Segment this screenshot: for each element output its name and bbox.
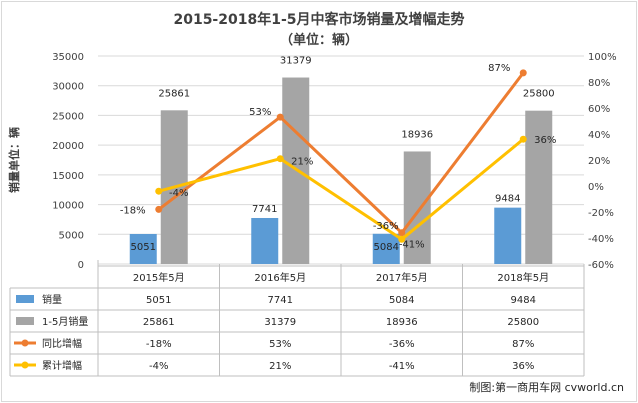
legend-marker [21,361,29,369]
legend-label: 累计增幅 [42,359,82,372]
line-point [519,69,527,77]
legend-label: 1-5月销量 [42,315,88,328]
bar-data-label: 9484 [495,194,520,205]
line-data-label: 36% [534,135,556,146]
bar [372,233,400,264]
table-cell: -36% [389,339,415,350]
y-tick-label: 30000 [52,82,84,93]
bar-data-label: 7741 [252,204,277,215]
bar-data-label: 25800 [523,89,555,100]
chart-title: 2015-2018年1-5月中客市场销量及增幅走势 [173,11,464,28]
table-cell: 18936 [386,317,418,328]
line-point [155,187,163,195]
table-cell: 5051 [146,295,171,306]
table-cell: 25800 [507,317,539,328]
line-data-label: 53% [249,107,271,118]
line-point [276,155,284,163]
legend-swatch [16,295,34,303]
bar-data-label: 18936 [401,129,433,140]
credit-text: 制图:第一商用车网 cvworld.cn [469,380,624,394]
chart-subtitle: （单位：辆） [280,32,358,48]
y2-tick-label: 100% [588,52,617,63]
line-data-label: 21% [291,157,313,168]
y2-tick-label: 80% [588,78,610,89]
legend-label: 同比增幅 [42,337,82,350]
y2-tick-label: 20% [588,156,610,167]
bar [525,110,553,264]
line-point [398,235,406,243]
series-line [158,138,525,241]
y2-tick-label: 60% [588,104,610,115]
series-line [157,71,525,235]
legend-swatch [16,317,34,325]
y-axis-ticks: 0 5000 10000 15000 20000 25000 30000 35000 [52,52,84,271]
lines [155,69,527,243]
line-data-label: -36% [373,221,399,232]
y2-tick-label: -20% [588,208,614,219]
line-data-label: -4% [169,188,188,199]
y-axis-label: 销量单位：辆 [7,127,21,193]
line-data-label: -18% [120,205,146,216]
table-cell: 25861 [143,317,175,328]
y2-tick-label: -60% [588,260,614,271]
line-data-label: 87% [488,63,510,74]
category-label: 2016年5月 [254,271,306,284]
line-point [276,113,284,121]
table-cell: 9484 [511,295,536,306]
table-cell: -18% [146,339,172,350]
y2-axis-ticks: -60% -40% -20% 0% 20% 40% 60% 80% 100% [588,52,617,271]
table-cell: -4% [149,361,168,372]
bar-data-label: 5084 [374,242,399,253]
y-tick-label: 15000 [52,171,84,182]
y-tick-label: 0 [78,260,84,271]
data-labels: 5051 7741 5084 9484 25861 31379 18936 25800 -18%… [120,56,557,253]
table-cell: 53% [269,339,291,350]
legend-label: 销量 [42,293,62,306]
bar [129,233,157,264]
y-tick-label: 20000 [52,141,84,152]
line-point [519,135,527,143]
bar-data-label: 31379 [280,56,312,67]
line-point [398,229,406,237]
y2-tick-label: 40% [588,130,610,141]
legend-marker [21,339,29,347]
y-tick-label: 35000 [52,52,84,63]
category-label: 2017年5月 [376,271,428,284]
y-tick-label: 10000 [52,201,84,212]
table-cell: 31379 [264,317,296,328]
bar-data-label: 25861 [158,88,190,99]
line-data-label: -41% [399,239,425,250]
y-tick-label: 5000 [59,230,84,241]
category-label: 2018年5月 [497,271,549,284]
bar [494,207,522,264]
line-point [155,205,163,213]
table-cell: -41% [389,361,415,372]
category-label: 2015年5月 [133,271,185,284]
y2-tick-label: 0% [588,182,604,193]
bar-data-label: 5051 [131,242,156,253]
table-cell: 87% [512,339,534,350]
bar [251,217,279,264]
table-cell: 36% [512,361,534,372]
y2-tick-label: -40% [588,234,614,245]
y-tick-label: 25000 [52,111,84,122]
table-cell: 7741 [268,295,293,306]
table-cell: 5084 [389,295,414,306]
bars [129,77,553,265]
table-cell: 21% [269,361,291,372]
bar [403,151,431,264]
